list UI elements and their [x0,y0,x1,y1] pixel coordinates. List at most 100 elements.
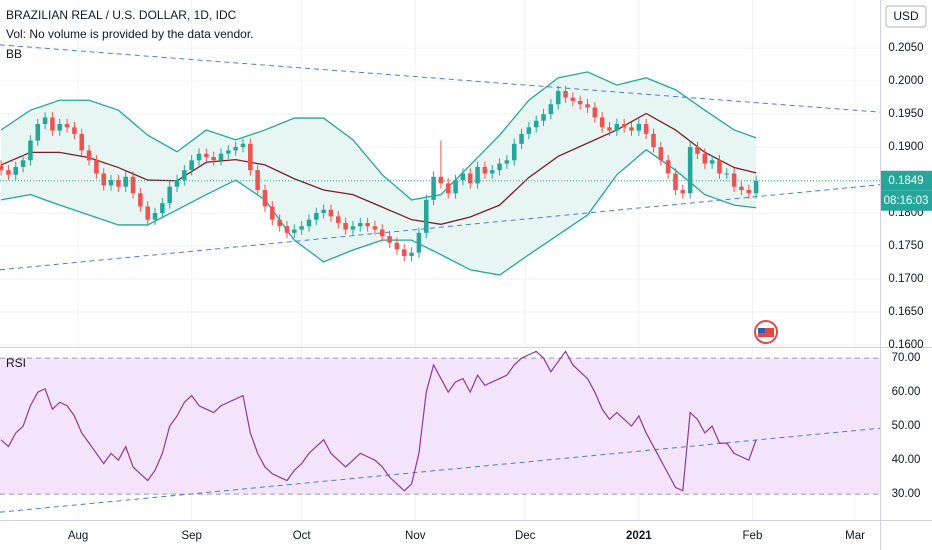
bb-upper [0,71,757,201]
candle-body [438,176,444,184]
x-tick-label: Oct [293,530,312,542]
candle-body [511,143,517,161]
candle-body [394,242,400,250]
candle-body [680,189,686,194]
x-tick-label: Aug [68,530,88,542]
candle-body [138,193,143,207]
candle-body [204,153,209,157]
candle-body [248,143,253,171]
candle-body [6,170,11,175]
candle-body [739,186,744,190]
candle-body [13,166,19,175]
rsi-tick-label: 60.00 [892,386,921,398]
candle-body [358,222,363,227]
candle-body [20,160,26,167]
candle-body [423,199,429,233]
rsi-tick-label: 70.00 [892,352,921,364]
candle-body [306,219,312,227]
candle-body [577,100,583,105]
candle-body [687,147,693,194]
x-tick-label: Dec [515,530,536,542]
rsi-tick-label: 30.00 [892,488,921,500]
candle-body [636,124,642,131]
y-tick-label: 0.1950 [888,108,923,120]
candle-body [226,150,231,154]
rsi-line [0,350,757,492]
countdown: 08:16:03 [884,195,929,207]
y-tick-label: 0.1700 [888,273,923,285]
candle-body [380,229,385,237]
y-tick-label: 0.1900 [888,141,923,153]
candle-body [746,189,752,194]
candle-body [717,160,722,174]
x-tick-label: Mar [845,530,865,542]
candle-body [585,104,590,108]
flag-icon [754,320,778,344]
candle-body [621,124,627,128]
candle-body [328,209,334,217]
candle-body [86,150,92,161]
candle-body [665,160,671,174]
rsi-band [0,358,880,495]
candle-body [695,147,700,154]
chart-title: BRAZILIAN REAL / U.S. DOLLAR, 1D, IDC [6,8,237,22]
candle-body [321,209,326,214]
bb-middle [0,112,757,225]
candle-body [79,133,85,151]
candle-body [526,127,532,134]
candle-body [482,166,488,174]
volume-note: Vol: No volume is provided by the data v… [6,27,253,41]
candle-body [262,189,268,207]
x-tick-label: Sep [181,530,201,542]
candle-body [570,97,576,101]
candle-body [218,153,224,161]
candle-body [336,216,341,223]
rsi-trendline [0,427,881,513]
candle-body [702,153,708,164]
candle-body [614,124,620,131]
candle-body [123,176,128,187]
candle-body [35,124,41,141]
trendline [0,44,881,113]
candle-body [57,124,63,131]
y-tick-label: 0.2000 [888,75,923,87]
candle-body [673,173,678,190]
currency-button[interactable] [885,5,927,28]
candle-body [504,160,510,164]
candle-body [42,117,48,125]
plot [0,0,881,520]
candle-body [64,124,70,128]
candle-body [731,173,737,187]
candle-body [372,226,378,230]
candle-body [145,206,150,220]
candle-body [292,229,297,233]
candle-body [130,176,136,194]
candle-body [709,160,715,164]
candle-body [563,91,568,98]
candle-body [365,222,370,227]
candle-body [343,222,348,230]
currency[interactable]: USD [893,9,919,23]
candle-body [240,143,246,148]
bb-label: BB [6,47,22,61]
last-price-box [881,170,932,191]
rsi-label: RSI [6,356,26,370]
candle-body [116,180,121,187]
candle-body [629,127,634,131]
candle-body [189,160,194,171]
candle-body [284,226,290,233]
candle-body [519,133,524,144]
x-tick-label: 2021 [626,530,652,542]
candle-body [651,133,656,148]
candle-body [467,173,473,184]
x-tick-label: Feb [743,530,763,542]
candle-body [277,219,282,227]
candle-body [541,114,546,121]
bb-fill [1,71,757,276]
candle-body [409,252,414,256]
candle-body [233,147,238,151]
candle-body [94,160,99,174]
candle-body [475,166,480,184]
candle-body [658,147,664,161]
